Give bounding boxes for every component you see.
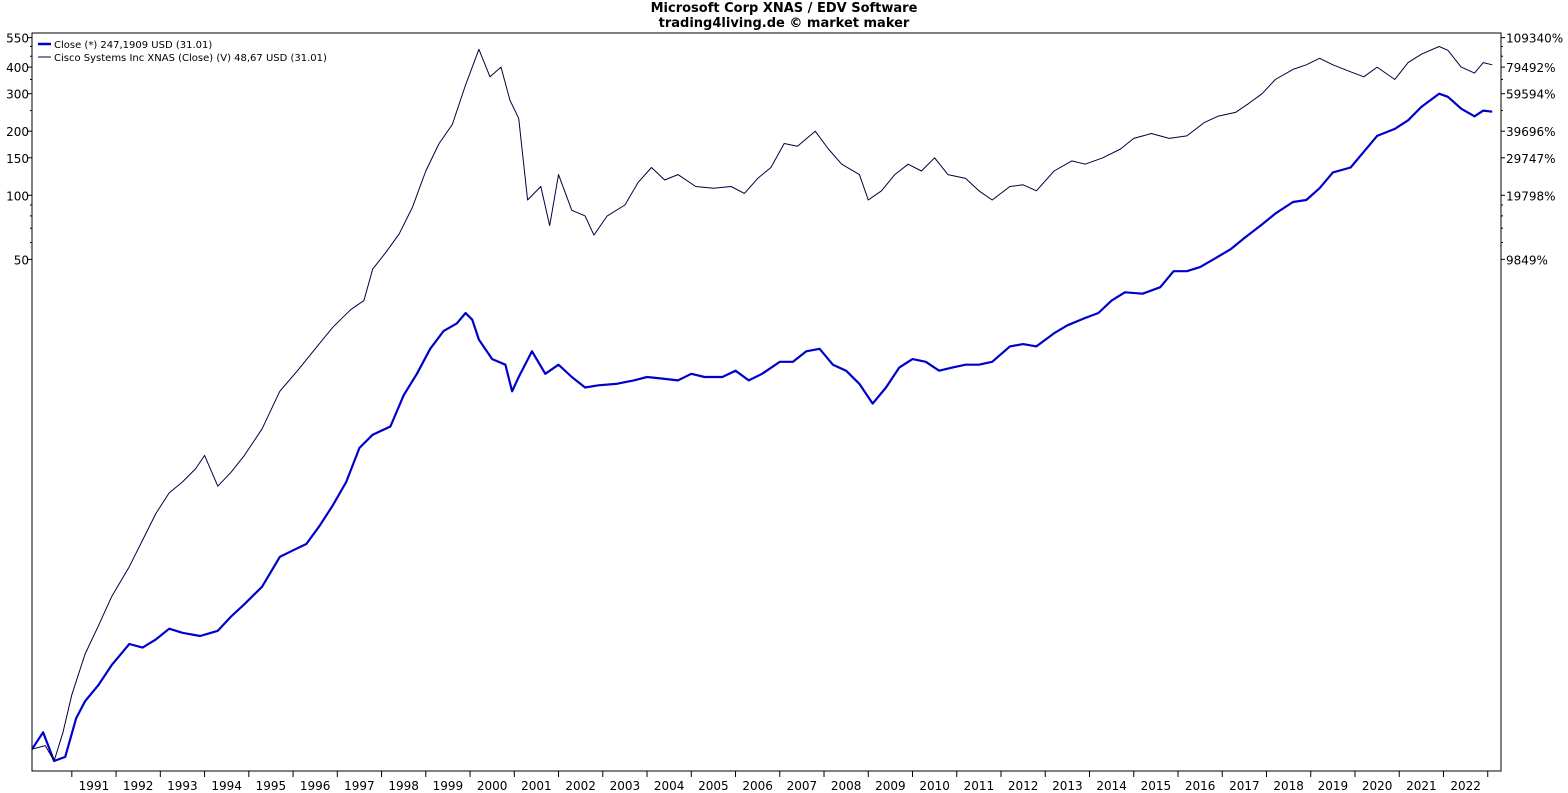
x-tick-label: 2005 [698, 779, 729, 793]
chart-subtitle: trading4living.de © market maker [658, 16, 910, 31]
right-tick-label: 29747% [1506, 152, 1556, 166]
x-tick-label: 2006 [742, 779, 773, 793]
series-line-cisco [31, 46, 1493, 762]
right-axis: 109340% 79492% 59594% 39696% 29747% 19798% 984… [1501, 32, 1563, 267]
right-tick-label: 19798% [1506, 189, 1556, 203]
x-tick-label: 2002 [565, 779, 596, 793]
left-tick-label: 550 [6, 32, 29, 46]
x-tick-label: 1996 [300, 779, 331, 793]
x-tick-label: 2018 [1273, 779, 1304, 793]
right-tick-label: 9849% [1506, 253, 1548, 267]
x-tick-label: 2021 [1406, 779, 1437, 793]
right-tick-label: 79492% [1506, 61, 1556, 75]
x-tick-label: 2017 [1229, 779, 1260, 793]
right-tick-label: 39696% [1506, 125, 1556, 139]
x-tick-label: 2012 [1008, 779, 1039, 793]
x-tick-label: 2020 [1362, 779, 1393, 793]
x-tick-label: 1999 [433, 779, 464, 793]
x-tick-label: 1997 [344, 779, 375, 793]
left-tick-label: 150 [6, 152, 29, 166]
plot-frame [31, 32, 1502, 772]
x-tick-label: 1998 [388, 779, 419, 793]
legend-label-cisco: Cisco Systems Inc XNAS (Close) (V) 48,67… [54, 53, 327, 64]
x-tick-label: 2000 [477, 779, 508, 793]
legend: Close (*) 247,1909 USD (31.01) Cisco Sys… [38, 40, 327, 64]
x-tick-label: 2009 [875, 779, 906, 793]
x-tick-label: 2008 [831, 779, 862, 793]
series-line-close [31, 92, 1493, 763]
x-tick-label: 2004 [654, 779, 685, 793]
left-tick-label: 50 [14, 253, 29, 267]
x-tick-label: 1992 [123, 779, 154, 793]
x-tick-label: 2014 [1096, 779, 1127, 793]
x-tick-label: 2013 [1052, 779, 1083, 793]
left-axis: 550 400 300 200 150 100 50 [6, 32, 32, 267]
left-tick-label: 200 [6, 125, 29, 139]
x-tick-label: 2007 [787, 779, 818, 793]
right-tick-label: 59594% [1506, 88, 1556, 102]
left-tick-label: 100 [6, 189, 29, 203]
x-tick-label: 1995 [256, 779, 287, 793]
x-tick-label: 2016 [1185, 779, 1216, 793]
legend-label-close: Close (*) 247,1909 USD (31.01) [54, 40, 212, 51]
x-tick-label: 2003 [610, 779, 641, 793]
right-tick-label: 109340% [1506, 32, 1563, 46]
left-tick-label: 300 [6, 88, 29, 102]
chart-title: Microsoft Corp XNAS / EDV Software [650, 1, 918, 16]
x-tick-label: 1993 [167, 779, 198, 793]
series-layer [31, 46, 1493, 763]
left-tick-label: 400 [6, 61, 29, 75]
x-tick-label: 1994 [211, 779, 242, 793]
x-tick-label: 2011 [964, 779, 995, 793]
x-tick-label: 2001 [521, 779, 552, 793]
x-axis: 1991 1992 1993 1994 1995 1996 1997 1998 1999 2000… [71, 771, 1489, 793]
x-tick-label: 1991 [79, 779, 110, 793]
x-tick-label: 2019 [1318, 779, 1349, 793]
x-tick-label: 2022 [1450, 779, 1481, 793]
x-tick-label: 2010 [919, 779, 950, 793]
x-tick-label: 2015 [1141, 779, 1172, 793]
